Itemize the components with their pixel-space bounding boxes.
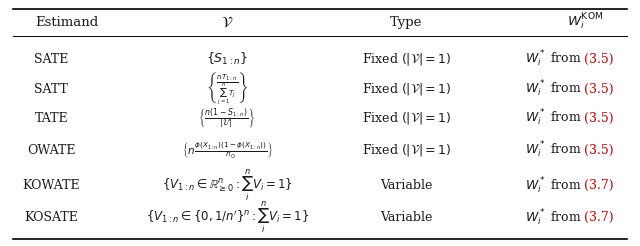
Text: Fixed $(|\mathcal{V}|=1)$: Fixed $(|\mathcal{V}|=1)$: [362, 51, 451, 67]
Text: (3.5): (3.5): [584, 144, 614, 156]
Text: $\mathcal{V}$: $\mathcal{V}$: [221, 15, 234, 30]
Text: TATE: TATE: [35, 112, 68, 124]
Text: SATE: SATE: [34, 53, 68, 65]
Text: $W_i^*$ from: $W_i^*$ from: [525, 140, 582, 160]
Text: $W_i^*$ from: $W_i^*$ from: [525, 49, 582, 69]
Text: $\left\{\frac{n(1-S_{1:n})}{|\mathcal{U}|}\right\}$: $\left\{\frac{n(1-S_{1:n})}{|\mathcal{U}…: [198, 106, 256, 130]
Text: Estimand: Estimand: [35, 16, 99, 29]
Text: (3.7): (3.7): [584, 179, 614, 192]
Text: KOWATE: KOWATE: [22, 179, 80, 192]
Text: Type: Type: [390, 16, 422, 29]
Text: $\left\{n\frac{\phi(X_{1:n})(1-\phi(X_{1:n}))}{n_{\mathrm{O}}}\right\}$: $\left\{n\frac{\phi(X_{1:n})(1-\phi(X_{1…: [182, 140, 273, 160]
Text: $W_i^{\mathrm{KOM}}$: $W_i^{\mathrm{KOM}}$: [568, 12, 604, 32]
Text: (3.7): (3.7): [584, 211, 614, 224]
Text: Fixed $(|\mathcal{V}|=1)$: Fixed $(|\mathcal{V}|=1)$: [362, 110, 451, 126]
Text: $W_i^*$ from: $W_i^*$ from: [525, 79, 582, 99]
Text: OWATE: OWATE: [27, 144, 76, 156]
Text: $\{S_{1:n}\}$: $\{S_{1:n}\}$: [206, 51, 248, 67]
Text: Fixed $(|\mathcal{V}|=1)$: Fixed $(|\mathcal{V}|=1)$: [362, 81, 451, 97]
Text: SATT: SATT: [35, 83, 68, 95]
Text: (3.5): (3.5): [584, 112, 614, 124]
Text: $\left\{\frac{nT_{1:n}}{\sum_{j=1}^{n}T_j}\right\}$: $\left\{\frac{nT_{1:n}}{\sum_{j=1}^{n}T_…: [206, 71, 248, 107]
Text: (3.5): (3.5): [584, 83, 614, 95]
Text: $\{V_{1:n} \in \{0, 1/n'\}^n : \sum_i^n V_i = 1\}$: $\{V_{1:n} \in \{0, 1/n'\}^n : \sum_i^n …: [145, 200, 309, 235]
Text: $W_i^*$ from: $W_i^*$ from: [525, 208, 582, 228]
Text: (3.5): (3.5): [584, 53, 614, 65]
Text: $W_i^*$ from: $W_i^*$ from: [525, 108, 582, 128]
Text: $\{V_{1:n} \in \mathbb{R}_{\geq 0}^n : \sum_i^n V_i = 1\}$: $\{V_{1:n} \in \mathbb{R}_{\geq 0}^n : \…: [162, 168, 292, 203]
Text: KOSATE: KOSATE: [24, 211, 78, 224]
Text: Fixed $(|\mathcal{V}|=1)$: Fixed $(|\mathcal{V}|=1)$: [362, 142, 451, 158]
Text: Variable: Variable: [380, 179, 433, 192]
Text: $W_i^*$ from: $W_i^*$ from: [525, 176, 582, 196]
Text: Variable: Variable: [380, 211, 433, 224]
